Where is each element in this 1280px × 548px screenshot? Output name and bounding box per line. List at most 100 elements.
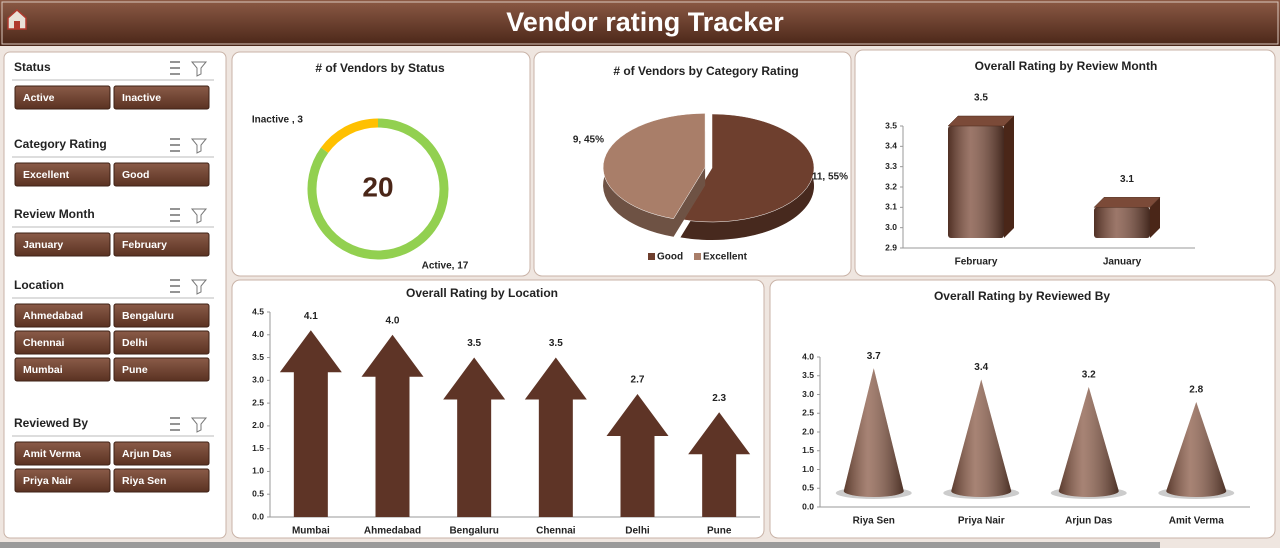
arrow-bar — [606, 394, 669, 517]
y-tick-label: 3.5 — [802, 370, 814, 380]
legend-label: Good — [657, 252, 683, 263]
cone-shade — [1166, 402, 1227, 497]
slicer-button-label[interactable]: Riya Sen — [122, 475, 166, 487]
data-label: 3.5 — [549, 338, 563, 349]
bar-shade — [948, 126, 1004, 238]
slicer-button-label[interactable]: Mumbai — [23, 364, 63, 376]
cone-shade — [951, 379, 1012, 497]
chart-title: Overall Rating by Review Month — [975, 59, 1158, 73]
y-tick-label: 4.0 — [802, 351, 814, 361]
slicer-title: Reviewed By — [14, 416, 88, 430]
legend-swatch — [648, 253, 655, 260]
clear-filter-icon[interactable] — [190, 61, 208, 77]
pie-slice — [602, 113, 706, 220]
slicer-button-label[interactable]: Arjun Das — [122, 448, 172, 460]
bar-top — [947, 115, 1015, 127]
slicer-button[interactable] — [14, 357, 111, 382]
multi-select-icon[interactable] — [170, 138, 180, 152]
clear-filter-icon[interactable] — [190, 417, 208, 433]
slicer-button[interactable] — [14, 162, 111, 187]
home-shape[interactable] — [7, 8, 27, 30]
x-tick-label: Delhi — [625, 526, 650, 537]
slicer-button-label[interactable]: Amit Verma — [23, 448, 81, 460]
data-label: 4.0 — [386, 315, 400, 326]
home-icon[interactable] — [7, 8, 27, 30]
slicer-button[interactable] — [113, 468, 210, 493]
data-label: 4.1 — [304, 311, 318, 322]
scrollbar[interactable] — [0, 542, 1160, 548]
multi-select-icon[interactable] — [170, 279, 180, 293]
header-border — [1, 1, 1279, 45]
slicer-button[interactable] — [14, 441, 111, 466]
slicer-button-label[interactable]: Priya Nair — [23, 475, 72, 487]
legend-swatch — [694, 253, 701, 260]
slicer-button[interactable] — [113, 330, 210, 355]
chart-title: # of Vendors by Category Rating — [613, 64, 798, 78]
data-label: 3.1 — [1120, 174, 1134, 185]
y-tick-label: 1.0 — [252, 466, 264, 476]
arrow-bar — [361, 334, 424, 517]
arrow-bar — [688, 412, 751, 517]
slicer-button-label[interactable]: Bengaluru — [122, 310, 174, 322]
slicer-button[interactable] — [113, 232, 210, 257]
slicer-button[interactable] — [113, 441, 210, 466]
y-tick-label: 2.5 — [252, 397, 264, 407]
data-label: Active, 17 — [422, 261, 469, 272]
slicer-button[interactable] — [14, 468, 111, 493]
slicer-button-label[interactable]: Delhi — [122, 337, 148, 349]
slicer-button[interactable] — [113, 357, 210, 382]
clear-filter-icon[interactable] — [190, 138, 208, 154]
doughnut-segment — [307, 118, 449, 260]
y-tick-label: 2.5 — [802, 408, 814, 418]
y-tick-label: 4.5 — [252, 306, 264, 316]
x-tick-label: Pune — [707, 526, 732, 537]
data-label: 2.3 — [712, 393, 726, 404]
multi-select-icon[interactable] — [170, 208, 180, 222]
y-tick-label: 3.0 — [802, 389, 814, 399]
slicer-button-label[interactable]: Chennai — [23, 337, 65, 349]
slicer-button-label[interactable]: February — [122, 239, 167, 251]
slicer-button-label[interactable]: Ahmedabad — [23, 310, 83, 322]
data-label: 3.5 — [467, 338, 481, 349]
cone-shade — [843, 368, 904, 497]
slicer-button-label[interactable]: January — [23, 239, 63, 251]
y-tick-label: 3.0 — [885, 222, 897, 232]
doughnut-segment — [320, 118, 379, 153]
header-bar — [0, 0, 1280, 46]
slicer-button[interactable] — [113, 303, 210, 328]
y-tick-label: 3.5 — [252, 352, 264, 362]
multi-select-icon[interactable] — [170, 61, 180, 75]
slicer-button-label[interactable]: Active — [23, 92, 55, 104]
slicer-button-label[interactable]: Excellent — [23, 169, 70, 181]
slicer-button[interactable] — [14, 85, 111, 110]
bar-top — [1093, 197, 1161, 208]
clear-filter-icon[interactable] — [190, 208, 208, 224]
clear-filter-icon[interactable] — [190, 279, 208, 295]
arrow-bar — [279, 330, 342, 517]
x-tick-label: Arjun Das — [1065, 516, 1113, 527]
y-tick-label: 1.5 — [802, 445, 814, 455]
slicer-button[interactable] — [113, 162, 210, 187]
slicer-button-label[interactable]: Inactive — [122, 92, 161, 104]
y-tick-label: 0.0 — [252, 511, 264, 521]
slicer-button[interactable] — [14, 303, 111, 328]
slicer-title: Category Rating — [14, 137, 107, 151]
slicer-button[interactable] — [14, 232, 111, 257]
y-tick-label: 3.1 — [885, 202, 897, 212]
slicer-title: Location — [14, 278, 64, 292]
y-tick-label: 2.0 — [802, 426, 814, 436]
slicer-button-label[interactable]: Good — [122, 169, 149, 181]
multi-select-icon[interactable] — [170, 417, 180, 431]
slicer-button-label[interactable]: Pune — [122, 364, 148, 376]
slicer-title: Status — [14, 60, 51, 74]
x-tick-label: Mumbai — [292, 526, 330, 537]
x-tick-label: Ahmedabad — [364, 526, 421, 537]
slicer-button[interactable] — [113, 85, 210, 110]
x-tick-label: Chennai — [536, 526, 576, 537]
x-tick-label: February — [955, 257, 998, 268]
data-label: 2.7 — [631, 375, 645, 386]
slicer-button[interactable] — [14, 330, 111, 355]
home-door[interactable] — [14, 21, 20, 29]
